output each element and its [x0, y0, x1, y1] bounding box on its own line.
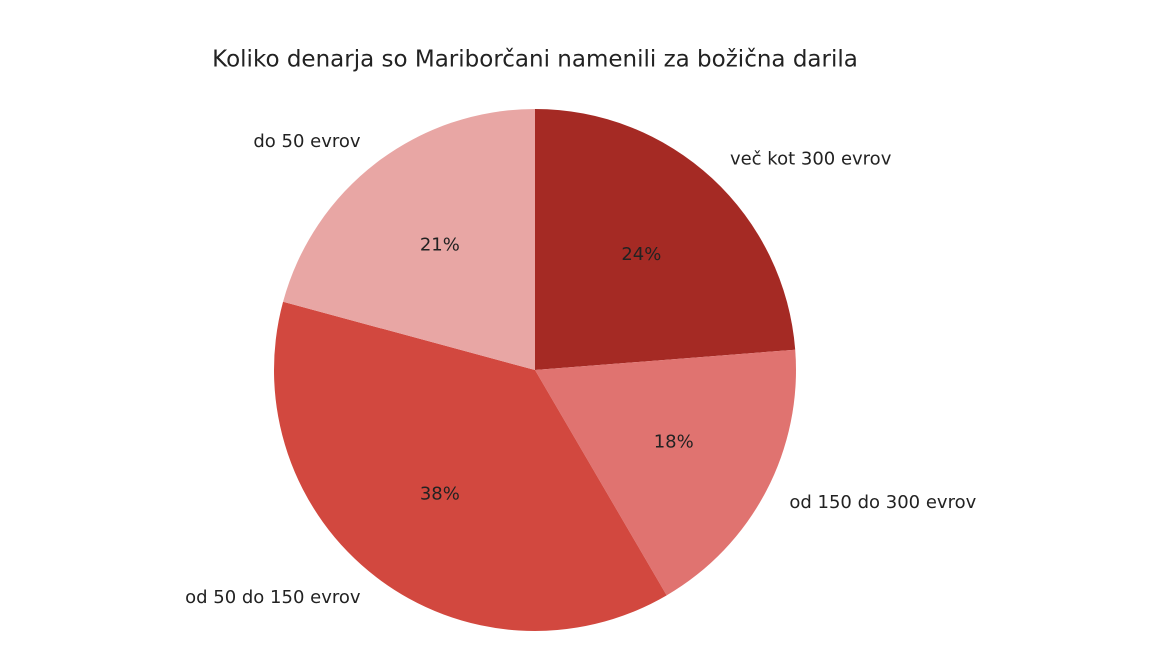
value-label: 21% — [420, 235, 460, 256]
value-label: 24% — [621, 244, 661, 265]
value-label: 38% — [420, 483, 460, 504]
pie-slice — [535, 349, 796, 596]
slice-label: od 150 do 300 evrov — [789, 492, 976, 513]
value-label: 18% — [654, 432, 694, 453]
pie-slice — [283, 109, 535, 370]
slice-label: do 50 evrov — [253, 131, 361, 152]
slice-label: od 50 do 150 evrov — [185, 587, 361, 608]
pie-slice — [274, 301, 667, 631]
chart-title: Koliko denarja so Mariborčani namenili z… — [212, 47, 858, 73]
slice-label: več kot 300 evrov — [730, 148, 892, 169]
pie-slice — [535, 109, 796, 370]
